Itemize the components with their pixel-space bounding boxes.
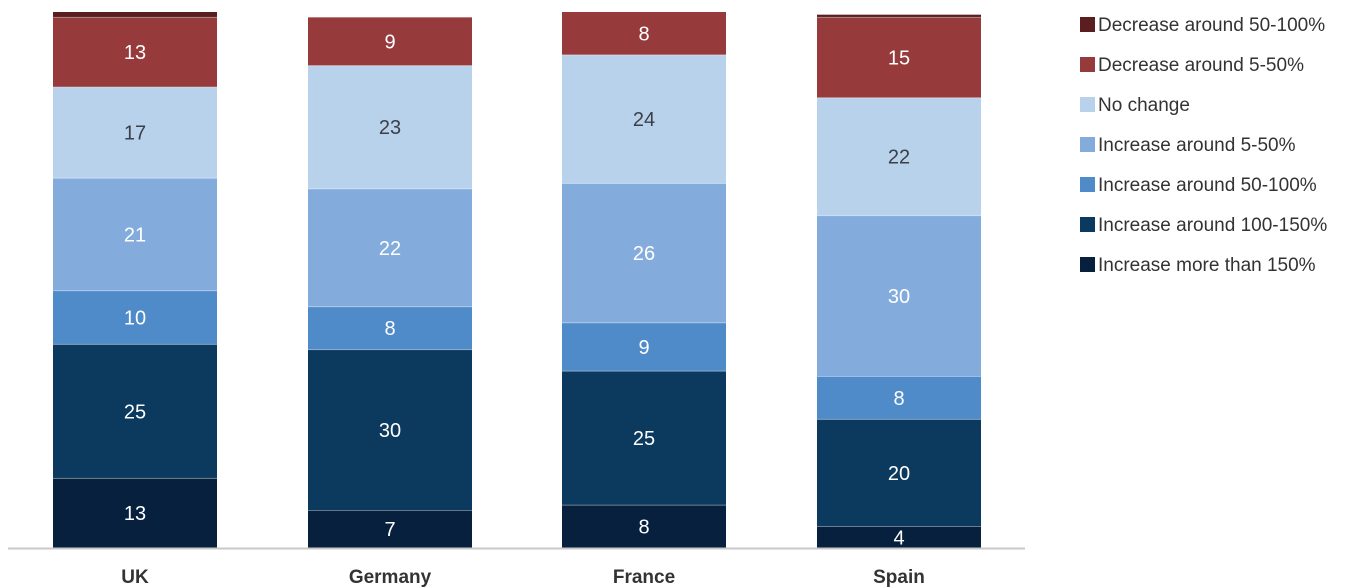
data-label: 22 — [888, 147, 910, 169]
bar-segment-spain-4 — [817, 97, 981, 216]
data-label: 26 — [633, 243, 655, 265]
bar-segment-germany-1 — [308, 349, 472, 511]
data-label: 22 — [379, 238, 401, 260]
bar-segment-germany-5 — [308, 17, 472, 66]
legend-label: Increase around 100-150% — [1098, 215, 1327, 236]
x-tick-label-france: France — [613, 567, 675, 588]
data-label: 30 — [379, 420, 401, 442]
legend-item: Increase around 5-50% — [1080, 135, 1296, 156]
data-label: 24 — [633, 109, 655, 131]
bar-segment-france-3 — [562, 183, 726, 323]
legend-swatch — [1080, 177, 1095, 192]
legend-swatch — [1080, 57, 1095, 72]
bar-segment-spain-0 — [817, 526, 981, 548]
bar-segment-spain-3 — [817, 215, 981, 377]
bar-segment-spain-1 — [817, 419, 981, 527]
legend-item: Increase more than 150% — [1080, 255, 1316, 276]
data-label: 25 — [633, 428, 655, 450]
legend-swatch — [1080, 257, 1095, 272]
bar-segment-spain-2 — [817, 376, 981, 420]
bar-segment-uk-2 — [53, 290, 217, 345]
data-label: 20 — [888, 463, 910, 485]
data-label: 13 — [124, 503, 146, 525]
bar-segment-spain-6 — [817, 14, 981, 18]
x-tick-label-uk: UK — [121, 567, 149, 588]
bar-segment-uk-6 — [53, 12, 217, 18]
bar-segment-germany-0 — [308, 510, 472, 548]
bar-segment-uk-0 — [53, 478, 217, 548]
x-axis-labels: UK Germany France Spain — [121, 567, 925, 588]
legend-swatch — [1080, 97, 1095, 112]
legend-label: Decrease around 50-100% — [1098, 15, 1325, 36]
bar-segment-uk-4 — [53, 87, 217, 179]
legend: Decrease around 50-100% Decrease around 5… — [1080, 15, 1327, 276]
bar-segment-uk-5 — [53, 17, 217, 88]
bar-segment-germany-3 — [308, 188, 472, 307]
data-label: 8 — [893, 388, 904, 410]
bar-segment-uk-3 — [53, 178, 217, 291]
data-label: 7 — [384, 519, 395, 541]
bars-layer: 13 25 10 21 17 13 7 30 8 22 23 9 8 25 9 26 24 8 4 20 8 30 22 15 — [53, 12, 981, 549]
legend-label: Increase more than 150% — [1098, 255, 1316, 276]
legend-item: Decrease around 50-100% — [1080, 15, 1325, 36]
data-label: 17 — [124, 123, 146, 145]
data-label: 8 — [638, 23, 649, 45]
data-label: 9 — [638, 337, 649, 359]
bar-segment-germany-4 — [308, 65, 472, 189]
legend-label: Decrease around 5-50% — [1098, 55, 1304, 76]
bar-segment-france-1 — [562, 371, 726, 506]
data-label: 23 — [379, 117, 401, 139]
bar-segment-uk-1 — [53, 344, 217, 479]
x-tick-label-germany: Germany — [349, 567, 432, 588]
data-label: 8 — [384, 318, 395, 340]
bar-segment-france-0 — [562, 505, 726, 548]
legend-item: Decrease around 5-50% — [1080, 55, 1304, 76]
legend-label: Increase around 50-100% — [1098, 175, 1317, 196]
legend-item: Increase around 50-100% — [1080, 175, 1317, 196]
data-label: 8 — [638, 517, 649, 539]
data-label: 4 — [893, 527, 904, 549]
legend-item: Increase around 100-150% — [1080, 215, 1327, 236]
bar-segment-france-5 — [562, 12, 726, 55]
legend-item: No change — [1080, 95, 1190, 116]
data-label: 25 — [124, 401, 146, 423]
bar-segment-france-4 — [562, 54, 726, 184]
bar-segment-germany-2 — [308, 306, 472, 350]
data-label: 30 — [888, 286, 910, 308]
data-label: 21 — [124, 224, 146, 246]
data-label: 15 — [888, 48, 910, 70]
data-label: 13 — [124, 42, 146, 64]
bar-segment-spain-5 — [817, 17, 981, 98]
x-tick-label-spain: Spain — [873, 567, 925, 588]
legend-label: Increase around 5-50% — [1098, 135, 1296, 156]
bar-segment-france-2 — [562, 322, 726, 372]
data-label: 10 — [124, 308, 146, 330]
data-label: 9 — [384, 31, 395, 53]
legend-swatch — [1080, 217, 1095, 232]
legend-label: No change — [1098, 95, 1190, 116]
legend-swatch — [1080, 137, 1095, 152]
legend-swatch — [1080, 17, 1095, 32]
